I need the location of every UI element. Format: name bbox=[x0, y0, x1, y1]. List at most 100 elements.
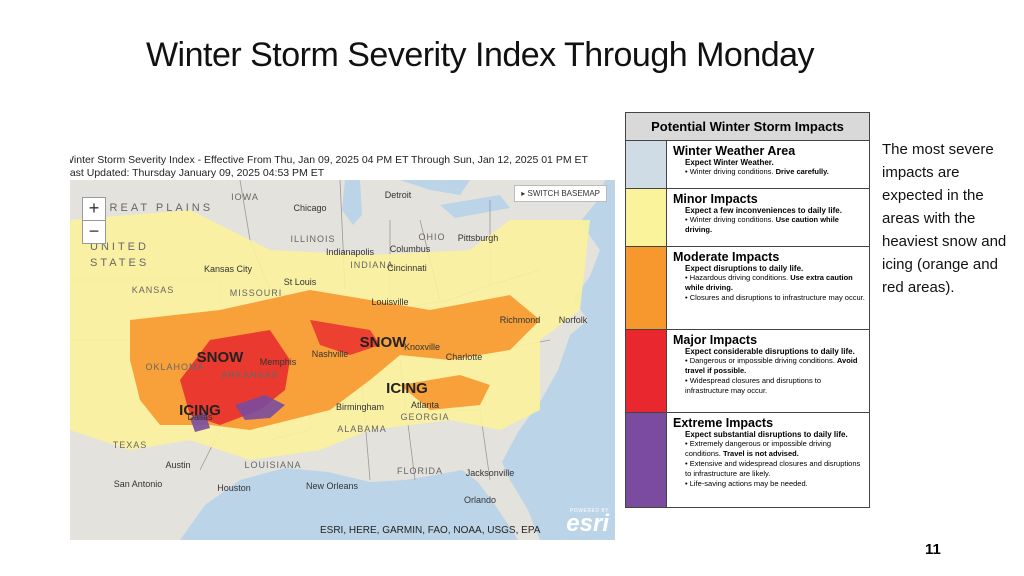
place-label: Austin bbox=[165, 460, 190, 470]
place-label: Indianapolis bbox=[326, 247, 375, 257]
legend-heading: Major Impacts bbox=[673, 333, 758, 347]
great-lakes bbox=[342, 180, 510, 225]
legend-text: Minor Impacts Expect a few inconveniences… bbox=[667, 189, 869, 246]
place-label: Orlando bbox=[464, 495, 496, 505]
region-label: ILLINOIS bbox=[290, 234, 335, 244]
switch-basemap[interactable]: ▸ SWITCH BASEMAP bbox=[514, 185, 607, 202]
legend-bullet: Extensive and widespread closures and di… bbox=[685, 459, 865, 479]
note: The most severe impacts are expected in … bbox=[882, 141, 1007, 296]
bullet-text: Life-saving actions may be needed. bbox=[689, 479, 808, 488]
region-label: UNITED bbox=[90, 241, 149, 253]
region-label: STATES bbox=[90, 257, 149, 269]
powered-by: POWERED BY bbox=[570, 508, 609, 514]
place-label: Charlotte bbox=[446, 352, 483, 362]
place-label: Cincinnati bbox=[387, 263, 427, 273]
map: Winter Storm Severity Index - Effective … bbox=[70, 150, 615, 540]
legend-heading: Winter Weather Area bbox=[673, 144, 796, 158]
region-label: LOUISIANA bbox=[244, 460, 301, 470]
severity-overlay bbox=[70, 210, 590, 460]
attribution: ESRI, HERE, GARMIN, FAO, NOAA, USGS, EPA bbox=[320, 525, 541, 536]
bullet-text: Hazardous driving conditions. bbox=[689, 273, 789, 282]
bullet-text: Dangerous or impossible driving conditio… bbox=[689, 356, 835, 365]
zoom-out[interactable]: − bbox=[82, 220, 106, 244]
region-label: GEORGIA bbox=[400, 412, 449, 422]
switch-basemap-label: SWITCH BASEMAP bbox=[527, 189, 600, 198]
place-label: Columbus bbox=[390, 244, 431, 254]
region-label: OKLAHOMA bbox=[145, 362, 204, 372]
legend-summary: Expect a few inconveniences to daily lif… bbox=[685, 206, 842, 215]
gulf bbox=[180, 468, 518, 540]
region-label: MISSOURI bbox=[230, 288, 283, 298]
legend-summary: Expect substantial disruptions to daily … bbox=[685, 430, 848, 439]
map-header: Winter Storm Severity Index - Effective … bbox=[70, 154, 588, 166]
legend-summary: Expect considerable disruptions to daily… bbox=[685, 347, 855, 356]
legend: Potential Winter Storm Impacts Winter We… bbox=[625, 112, 870, 508]
zoom-in[interactable]: + bbox=[82, 197, 106, 221]
bullet-text: Extensive and widespread closures and di… bbox=[685, 459, 861, 478]
legend-bullet: Life-saving actions may be needed. bbox=[685, 479, 865, 489]
region-label: INDIANA bbox=[350, 260, 394, 270]
place-label: Norfolk bbox=[559, 315, 588, 325]
bullet-text: Winter driving conditions. bbox=[689, 167, 774, 176]
place-label: New Orleans bbox=[306, 481, 359, 491]
legend-swatch bbox=[626, 189, 667, 246]
region-label: ALABAMA bbox=[337, 424, 387, 434]
place-label: Detroit bbox=[385, 190, 412, 200]
place-label: Jacksonville bbox=[466, 468, 515, 478]
bullet-emphasis: Drive carefully. bbox=[775, 167, 829, 176]
map-canvas: Chicago Detroit Pittsburgh Indianapolis Colu… bbox=[70, 180, 615, 540]
place-label: Memphis bbox=[260, 357, 297, 367]
bullet-emphasis: Use caution while driving. bbox=[685, 215, 839, 234]
place-label: San Antonio bbox=[114, 479, 163, 489]
region-label: TEXAS bbox=[113, 440, 148, 450]
place-label: Kansas City bbox=[204, 264, 253, 274]
legend-bullet: Winter driving conditions. Drive careful… bbox=[685, 167, 829, 177]
bullet-emphasis: Use extra caution while driving. bbox=[685, 273, 853, 292]
legend-bullet: Dangerous or impossible driving conditio… bbox=[685, 356, 865, 376]
legend-swatch bbox=[626, 247, 667, 329]
legend-bullet: Closures and disruptions to infrastructu… bbox=[685, 293, 865, 303]
map-updated: Last Updated: Thursday January 09, 2025 … bbox=[70, 167, 325, 179]
place-label: Knoxville bbox=[404, 342, 440, 352]
legend-title: Potential Winter Storm Impacts bbox=[626, 113, 869, 141]
region-label: IOWA bbox=[231, 192, 259, 202]
region-label: ARKANSAS bbox=[221, 370, 278, 380]
place-label: Pittsburgh bbox=[458, 233, 499, 243]
place-label: Atlanta bbox=[411, 400, 439, 410]
hazard-label: ICING bbox=[386, 380, 428, 397]
place-label: St Louis bbox=[284, 277, 317, 287]
legend-bullet: Winter driving conditions. Use caution w… bbox=[685, 215, 865, 235]
region-label: GREAT PLAINS bbox=[98, 202, 213, 214]
bullet-emphasis: Avoid travel if possible. bbox=[685, 356, 858, 375]
legend-heading: Minor Impacts bbox=[673, 192, 758, 206]
legend-heading: Extreme Impacts bbox=[673, 416, 774, 430]
legend-bullet: Widespread closures and disruptions to i… bbox=[685, 376, 865, 396]
esri-name: esri bbox=[566, 510, 609, 537]
region-label: FLORIDA bbox=[397, 466, 443, 476]
hazard-label: SNOW bbox=[197, 349, 245, 366]
legend-text: Moderate Impacts Expect disruptions to da… bbox=[667, 247, 869, 329]
legend-summary: Expect Winter Weather. bbox=[685, 158, 774, 167]
legend-swatch bbox=[626, 330, 667, 412]
place-label: Chicago bbox=[293, 203, 326, 213]
legend-text: Extreme Impacts Expect substantial disrup… bbox=[667, 413, 869, 507]
place-label: Houston bbox=[217, 483, 251, 493]
slide-title: Winter Storm Severity Index Through Mond… bbox=[145, 36, 815, 74]
esri-logo: POWERED BY esri bbox=[566, 508, 609, 536]
legend-heading: Moderate Impacts bbox=[673, 250, 780, 264]
legend-row: Major Impacts Expect considerable disrupt… bbox=[626, 330, 869, 413]
place-label: Dallas bbox=[187, 412, 213, 422]
atlantic bbox=[502, 180, 615, 540]
place-label: Nashville bbox=[312, 349, 349, 359]
legend-swatch bbox=[626, 141, 667, 188]
region-label: KANSAS bbox=[132, 285, 175, 295]
legend-row: Winter Weather Area Expect Winter Weather… bbox=[626, 141, 869, 189]
place-label: Richmond bbox=[500, 315, 541, 325]
bullet-text: Widespread closures and disruptions to i… bbox=[685, 376, 822, 395]
legend-swatch bbox=[626, 413, 667, 507]
bullet-text: Winter driving conditions. bbox=[689, 215, 774, 224]
legend-text: Winter Weather Area Expect Winter Weather… bbox=[667, 141, 833, 188]
hazard-label: ICING bbox=[179, 402, 221, 419]
legend-bullet: Hazardous driving conditions. Use extra … bbox=[685, 273, 865, 293]
